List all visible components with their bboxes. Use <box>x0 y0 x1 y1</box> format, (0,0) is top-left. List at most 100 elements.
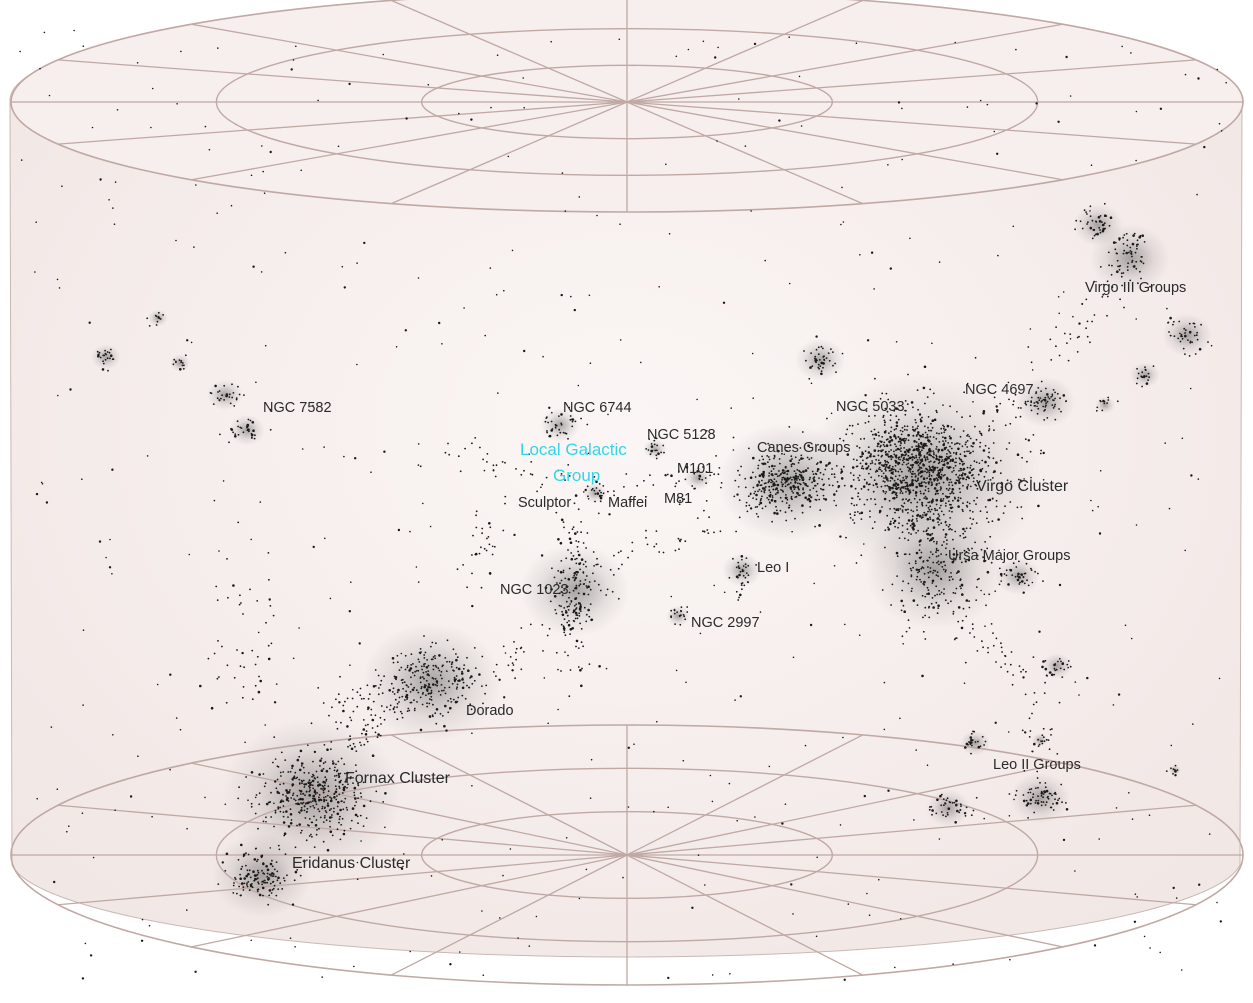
galaxy-dot <box>224 803 227 806</box>
galaxy-dot <box>1037 799 1040 802</box>
galaxy-dot <box>320 757 323 760</box>
galaxy-dot <box>862 467 865 470</box>
galaxy-dot <box>1099 231 1102 234</box>
galaxy-dot <box>313 846 316 848</box>
galaxy-dot <box>767 481 770 484</box>
galaxy-dot <box>1044 408 1046 411</box>
galaxy-dot <box>598 494 602 498</box>
galaxy-dot <box>810 382 813 385</box>
galaxy-dot <box>889 508 891 510</box>
galaxy-dot <box>1030 476 1032 479</box>
galaxy-dot <box>934 509 937 512</box>
galaxy-dot <box>249 876 252 879</box>
galaxy-dot <box>986 547 989 550</box>
galaxy-dot <box>701 478 704 481</box>
galaxy-dot <box>317 687 320 689</box>
galaxy-dot <box>291 903 295 906</box>
galaxy-dot <box>565 585 569 589</box>
galaxy-dot <box>890 604 892 606</box>
galaxy-dot <box>265 865 268 868</box>
galaxy-dot <box>348 865 351 868</box>
galaxy-dot <box>911 587 913 590</box>
galaxy-dot <box>333 775 336 777</box>
galaxy-dot <box>414 670 416 673</box>
galaxy-dot <box>907 539 910 541</box>
galaxy-dot <box>596 563 599 566</box>
galaxy-dot <box>942 492 944 495</box>
galaxy-dot <box>156 683 159 686</box>
galaxy-dot <box>363 743 366 746</box>
galaxy-dot <box>1032 796 1034 799</box>
galaxy-dot <box>816 468 820 471</box>
galaxy-dot <box>965 478 968 481</box>
galaxy-dot <box>741 568 744 571</box>
galaxy-dot <box>1194 326 1196 328</box>
galaxy-dot <box>471 442 473 445</box>
galaxy-dot <box>901 509 904 511</box>
galaxy-dot <box>270 874 272 877</box>
galaxy-dot <box>881 392 884 395</box>
galaxy-dot <box>905 438 908 440</box>
galaxy-dot <box>768 458 771 461</box>
galaxy-dot <box>320 769 324 772</box>
galaxy-dot <box>693 487 696 490</box>
galaxy-dot <box>253 437 256 440</box>
galaxy-dot <box>428 715 431 718</box>
galaxy-dot <box>284 759 287 761</box>
galaxy-dot <box>929 466 931 469</box>
galaxy-dot <box>889 464 891 467</box>
galaxy-dot <box>108 199 110 201</box>
galaxy-dot <box>768 475 770 477</box>
galaxy-dot <box>1079 220 1082 223</box>
galaxy-dot <box>299 793 302 795</box>
galaxy-dot <box>586 586 588 589</box>
galaxy-dot <box>509 848 512 850</box>
galaxy-dot <box>970 752 972 755</box>
galaxy-dot <box>1033 692 1036 694</box>
galaxy-dot <box>657 452 660 456</box>
galaxy-dot <box>736 493 739 496</box>
galaxy-dot <box>906 487 909 491</box>
galaxy-dot <box>770 478 772 481</box>
galaxy-dot <box>955 587 958 590</box>
galaxy-dot <box>303 809 306 812</box>
galaxy-dot <box>300 802 302 804</box>
galaxy-dot <box>300 829 303 832</box>
galaxy-dot <box>1122 272 1125 274</box>
galaxy-dot <box>1119 298 1121 301</box>
galaxy-dot <box>114 181 117 183</box>
galaxy-dot <box>591 487 594 490</box>
galaxy-dot <box>595 487 598 489</box>
galaxy-dot <box>589 588 592 591</box>
galaxy-dot <box>758 503 761 506</box>
galaxy-dot <box>1116 259 1119 262</box>
galaxy-dot <box>305 791 308 793</box>
galaxy-dot <box>238 885 241 888</box>
galaxy-dot <box>927 592 930 595</box>
galaxy-dot <box>250 433 254 437</box>
galaxy-dot <box>720 486 722 489</box>
galaxy-dot <box>933 540 935 543</box>
galaxy-dot <box>260 854 264 858</box>
galaxy-dot <box>955 473 958 476</box>
galaxy-dot <box>963 454 966 457</box>
galaxy-dot <box>405 117 408 120</box>
galaxy-dot <box>677 496 680 499</box>
galaxy-dot <box>915 568 918 571</box>
galaxy-dot <box>932 513 935 515</box>
galaxy-dot <box>300 832 302 834</box>
galaxy-dot <box>591 618 594 621</box>
galaxy-dot <box>825 464 828 467</box>
galaxy-dot <box>103 354 106 357</box>
galaxy-dot <box>899 492 902 494</box>
galaxy-dot <box>1184 73 1187 76</box>
galaxy-dot <box>257 631 260 634</box>
galaxy-dot <box>935 455 938 458</box>
galaxy-dot <box>983 817 985 820</box>
galaxy-dot <box>445 670 448 672</box>
galaxy-dot <box>942 463 945 466</box>
galaxy-dot <box>455 653 457 655</box>
galaxy-dot <box>545 476 548 479</box>
galaxy-dot <box>282 877 285 879</box>
galaxy-dot <box>904 454 906 457</box>
